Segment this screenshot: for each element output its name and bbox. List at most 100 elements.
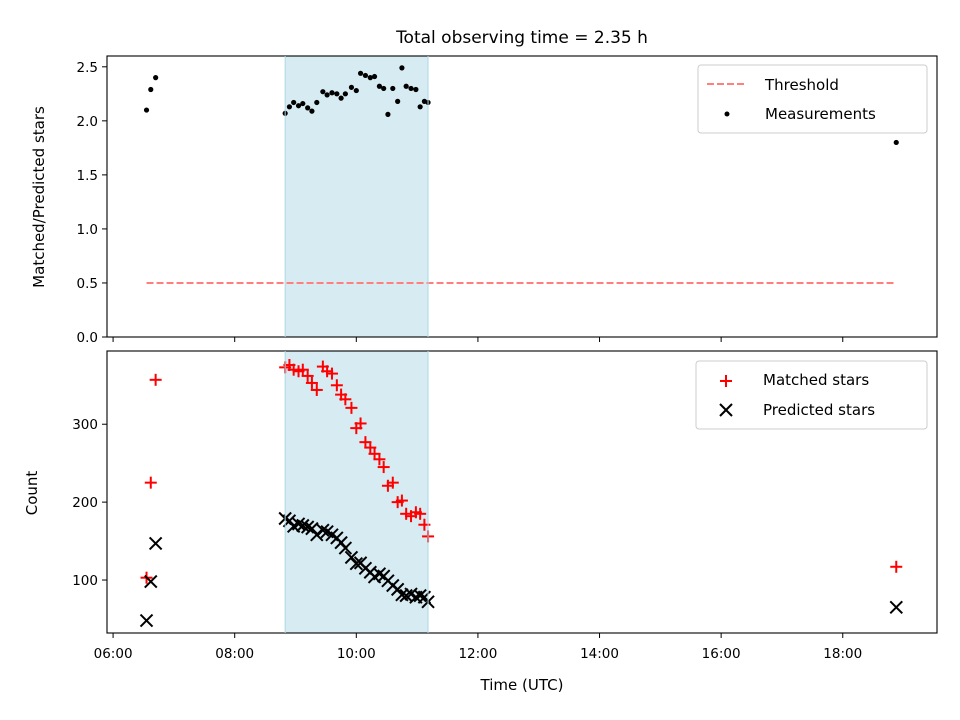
threshold-legend-label: Threshold (764, 76, 839, 94)
matched-star-marker (373, 453, 386, 466)
x-tick-label: 06:00 (94, 646, 133, 662)
x-tick-label: 16:00 (702, 646, 741, 662)
top-y-tick-label: 0.0 (77, 330, 98, 346)
top-y-tick-label: 1.5 (77, 168, 98, 184)
measurement-point (348, 84, 355, 90)
bottom-y-axis-label: Count (23, 471, 41, 516)
matched-star-marker (395, 494, 408, 507)
bottom-x-ticks: 06:00 08:00 10:00 12:00 14:00 16:00 18:00 (94, 633, 862, 662)
top-y-axis-label: Matched/Predicted stars (30, 106, 48, 288)
matched-star-marker (386, 476, 399, 489)
predicted-star-marker (413, 588, 427, 603)
measurement-point (342, 91, 348, 97)
measurement-point (329, 90, 335, 96)
predicted-star-marker (889, 600, 903, 614)
bottom-y-ticks: 100 200 300 (72, 417, 107, 589)
matched-star-marker (296, 363, 309, 376)
predicted-star-marker (296, 518, 310, 533)
predicted-star-marker (144, 574, 158, 589)
top-y-tick-label: 0.5 (77, 276, 98, 292)
matched-star-marker (330, 379, 343, 392)
predicted-star-marker (349, 556, 364, 571)
measurement-point (362, 72, 369, 79)
measurement-point (148, 86, 154, 93)
top-y-tick-label: 2.0 (77, 114, 98, 130)
predicted-star-marker (316, 523, 330, 537)
matched-legend-label: Matched stars (763, 371, 869, 389)
measurement-point (305, 105, 311, 111)
top-y-tick-label: 1.0 (77, 222, 98, 238)
top-shaded-interval (285, 56, 429, 337)
bottom-legend: Matched stars Predicted stars (695, 360, 928, 430)
matched-star-marker (890, 560, 903, 573)
measurements-legend-swatch (724, 111, 730, 117)
matched-star-marker (377, 461, 390, 474)
top-panel: 0.0 0.5 1.0 1.5 2.0 2.5 Matched/Predicted sta… (30, 55, 938, 346)
matched-star-marker (364, 441, 377, 454)
x-axis-label: Time (UTC) (480, 676, 564, 694)
matched-star-marker (144, 476, 157, 489)
measurement-point (371, 73, 378, 80)
x-tick-label: 08:00 (215, 646, 254, 662)
measurement-point (376, 83, 383, 89)
measurement-point (314, 99, 320, 106)
predicted-star-marker (148, 536, 163, 551)
measurement-point (291, 99, 297, 106)
top-plot-marks (143, 65, 899, 284)
matched-star-marker (301, 369, 314, 382)
measurement-point (357, 70, 364, 76)
measurement-point (367, 75, 373, 81)
matched-star-marker (414, 507, 427, 520)
matched-legend-swatch (720, 375, 732, 387)
top-axes-frame (106, 55, 938, 338)
x-tick-label: 18:00 (823, 646, 862, 662)
measurement-point (399, 65, 405, 71)
bottom-axes-frame (106, 350, 938, 634)
measurement-point (295, 103, 302, 109)
measurement-point (309, 108, 315, 114)
measurement-point (143, 107, 150, 113)
measurement-point (338, 95, 344, 101)
x-tick-label: 12:00 (458, 646, 497, 662)
top-y-ticks: 0.0 0.5 1.0 1.5 2.0 2.5 (77, 60, 107, 346)
measurement-point (413, 86, 419, 93)
matched-star-marker (149, 373, 162, 386)
measurement-point (300, 100, 306, 107)
predicted-star-marker (291, 517, 306, 531)
measurement-point (153, 75, 159, 81)
measurement-point (353, 87, 359, 94)
measurements-legend-label: Measurements (765, 105, 876, 123)
matched-star-marker (325, 367, 338, 380)
measurement-point (403, 83, 409, 89)
bottom-y-tick-label: 200 (72, 495, 98, 511)
measurement-point (286, 104, 293, 110)
measurement-point (893, 139, 899, 146)
measurement-point (417, 104, 423, 110)
bottom-y-tick-label: 100 (72, 573, 98, 589)
figure-title: Total observing time = 2.35 h (395, 28, 648, 48)
top-legend: Threshold Measurements (697, 64, 928, 134)
measurement-point (408, 85, 414, 92)
matched-star-marker (345, 401, 358, 414)
predicted-legend-swatch (719, 403, 733, 417)
top-x-ticks (112, 337, 844, 342)
measurement-point (324, 92, 330, 98)
measurement-point (385, 111, 391, 117)
bottom-shaded-interval (285, 351, 429, 633)
measurement-point (395, 98, 401, 104)
matched-star-marker (305, 376, 318, 389)
measurement-point (381, 85, 387, 92)
matched-star-marker (310, 383, 323, 396)
bottom-legend-box (695, 360, 928, 430)
top-y-tick-label: 2.5 (77, 60, 98, 76)
predicted-legend-label: Predicted stars (763, 401, 875, 419)
bottom-y-tick-label: 300 (72, 417, 98, 433)
x-tick-label: 10:00 (337, 646, 376, 662)
measurement-point (334, 91, 340, 97)
x-tick-label: 14:00 (580, 646, 619, 662)
matched-star-marker (354, 417, 367, 430)
top-legend-box (697, 64, 928, 134)
measurement-point (320, 89, 326, 95)
predicted-star-marker (139, 613, 154, 628)
